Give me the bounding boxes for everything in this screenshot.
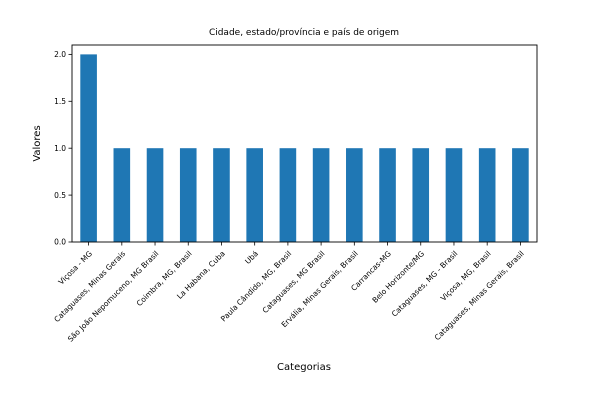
bar-3 [179,148,197,242]
bar-8 [346,148,363,242]
bar-13 [512,148,529,242]
y-axis: 0.0 0.5 1.0 1.5 2.0 [54,50,72,247]
y-tick-label-4: 2.0 [54,50,66,59]
plot-frame [71,44,538,243]
y-tick-label-0: 0.0 [54,238,66,247]
bars-group [80,54,529,242]
x-tick-label-7: Cataguases, MG Brasil [261,249,327,315]
bar-9 [379,148,396,242]
x-tick-label-5: Ubá [243,249,260,266]
bar-1 [113,148,131,242]
bar-4 [213,148,230,242]
x-tick-label-3: Coimbra, MG, Brasil [135,249,194,308]
y-axis-label: Valores [32,125,43,161]
bar-11 [445,148,463,242]
bar-6 [279,148,297,242]
bar-10 [412,148,430,242]
bar-5 [246,148,263,242]
y-tick-label-2: 1.0 [54,144,66,153]
x-axis-label: Categorias [277,362,331,373]
x-tick-label-11: Cataguases, MG - Brasil [390,249,460,319]
bar-12 [478,148,496,242]
bar-2 [146,148,164,242]
chart-title: Cidade, estado/província e país de orige… [209,28,399,38]
bar-0 [80,54,97,242]
y-tick-label-3: 1.5 [54,97,66,106]
bar-7 [312,148,330,242]
y-tick-label-1: 0.5 [54,191,66,200]
